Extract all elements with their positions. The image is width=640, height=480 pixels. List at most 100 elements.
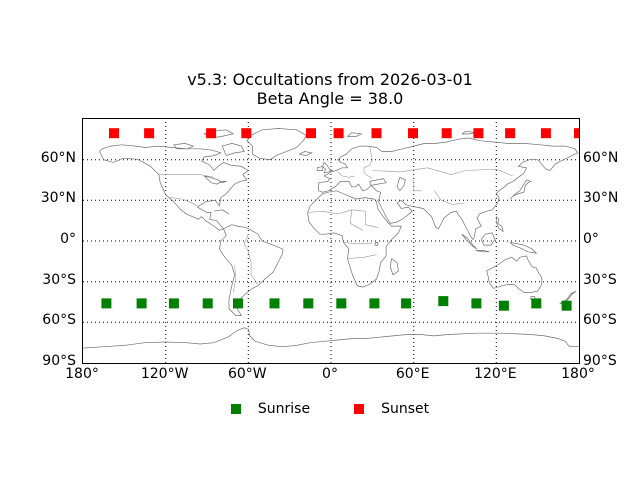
chart-subtitle: Beta Angle = 38.0 [256, 89, 404, 108]
data-point-sunrise [303, 298, 314, 309]
y-tick-label: 0° [60, 231, 76, 247]
y-tick-label: 0° [583, 231, 599, 247]
legend-label-sunset: Sunset [381, 401, 430, 417]
country-border [243, 234, 259, 285]
chart-title: v5.3: Occultations from 2026-03-01 [187, 70, 473, 89]
data-point-sunset [441, 128, 452, 139]
y-tick-label: 60°N [40, 149, 76, 166]
coastline [509, 179, 532, 200]
x-tick-label: 120°E [474, 366, 517, 382]
y-tick-label: 90°S [583, 353, 617, 369]
data-point-sunset [333, 128, 344, 139]
coastline [389, 258, 399, 276]
coastline [299, 151, 313, 156]
x-tick-label: 0° [322, 366, 338, 382]
country-border [307, 209, 366, 215]
coastline [509, 242, 538, 254]
data-point-sunset [306, 128, 316, 139]
data-point-sunrise [471, 298, 482, 309]
data-point-sunrise [136, 298, 147, 309]
data-point-sunset [371, 128, 382, 139]
data-point-sunrise [401, 298, 412, 309]
data-point-sunrise [269, 298, 280, 309]
country-border [347, 254, 377, 259]
country-border [434, 190, 465, 205]
sunset-marker-icon [354, 404, 365, 414]
coastline [213, 209, 230, 215]
x-tick-label: 180° [561, 366, 595, 382]
coastline [559, 290, 577, 304]
data-point-sunrise [531, 298, 542, 309]
data-point-sunrise [202, 298, 213, 309]
coastline [495, 216, 504, 233]
y-tick-label: 60°S [42, 312, 76, 329]
coastline [83, 327, 579, 349]
data-point-sunset [241, 128, 252, 139]
data-point-sunset [574, 128, 579, 139]
data-point-sunset [206, 128, 217, 139]
coastline [318, 137, 579, 241]
coastline [316, 165, 324, 171]
coastline [221, 143, 245, 156]
country-border [413, 180, 422, 192]
coastline [486, 255, 543, 293]
country-border [158, 174, 214, 178]
legend-item-sunrise: Sunrise [230, 401, 311, 417]
y-tick-label: 30°S [583, 271, 617, 288]
legend: Sunrise Sunset [82, 399, 578, 419]
country-border [363, 146, 373, 179]
coastline [219, 224, 284, 316]
coastline [173, 143, 195, 150]
data-point-sunset [144, 128, 155, 139]
y-tick-label: 60°N [583, 149, 619, 166]
data-point-sunrise [498, 300, 509, 311]
y-tick-label: 90°S [42, 353, 76, 369]
data-point-sunset [473, 128, 484, 139]
x-tick-label: 180° [65, 366, 99, 382]
data-point-sunrise [168, 298, 179, 309]
country-border [343, 242, 373, 244]
data-point-sunrise [438, 296, 449, 307]
coastline [374, 242, 379, 246]
country-border [232, 265, 237, 293]
sunrise-marker-icon [230, 404, 241, 414]
y-tick-label: 30°N [583, 190, 619, 207]
coastline [99, 144, 249, 231]
country-border [372, 167, 514, 177]
coastline [246, 128, 307, 161]
plot-area [82, 118, 580, 364]
country-border [169, 197, 198, 207]
coastline [307, 190, 402, 288]
data-point-sunrise [233, 298, 243, 309]
data-point-sunset [408, 128, 418, 139]
data-point-sunset [109, 128, 119, 139]
world-map [83, 119, 579, 363]
coastline [347, 132, 363, 137]
coastline [369, 178, 387, 186]
coastline [461, 233, 478, 250]
data-point-sunset [505, 128, 516, 139]
country-border [337, 171, 355, 178]
coastline [203, 129, 235, 139]
x-tick-label: 120°W [140, 366, 189, 382]
x-tick-label: 60°E [395, 366, 430, 382]
coastline [203, 175, 227, 185]
y-tick-label: 60°S [583, 312, 617, 329]
chart-title-block: v5.3: Occultations from 2026-03-01 Beta … [82, 70, 578, 108]
y-tick-label: 30°N [40, 190, 76, 207]
legend-label-sunrise: Sunrise [257, 401, 311, 417]
coastline [475, 250, 490, 253]
coastline [396, 176, 406, 192]
x-tick-label: 60°W [227, 366, 267, 382]
coastline [322, 161, 334, 174]
data-point-sunset [540, 128, 551, 139]
legend-item-sunset: Sunset [354, 401, 429, 417]
country-border [365, 211, 378, 228]
country-border [349, 209, 363, 231]
data-point-sunrise [336, 298, 347, 309]
y-tick-label: 30°S [42, 271, 76, 288]
data-point-sunrise [369, 298, 380, 309]
data-point-sunrise [101, 298, 112, 309]
coastline [480, 232, 496, 246]
